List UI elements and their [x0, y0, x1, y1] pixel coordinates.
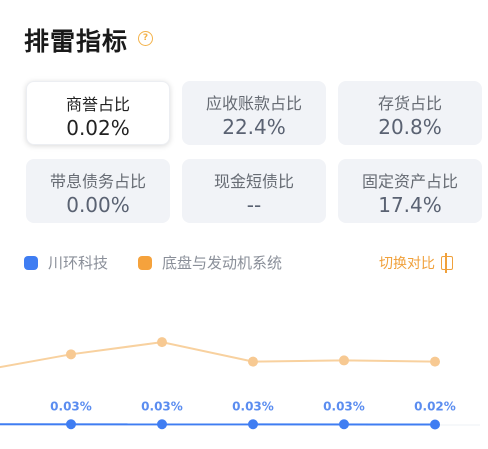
question-circle-icon[interactable]: ?	[138, 31, 153, 46]
metric-label: 固定资产占比	[361, 172, 458, 191]
data-label: 0.03%	[323, 399, 365, 413]
switch-compare-label: 切换对比	[379, 256, 435, 272]
data-label: 0.03%	[141, 399, 183, 413]
metric-value: 20.8%	[378, 115, 442, 139]
switch-compare-button[interactable]: 切换对比	[379, 253, 453, 273]
company-point[interactable]	[157, 419, 167, 430]
metric-label: 商誉占比	[65, 95, 130, 114]
metric-card-goodwill[interactable]: 商誉占比 0.02%	[26, 81, 170, 145]
metric-label: 存货占比	[377, 94, 442, 113]
industry-point[interactable]	[430, 356, 440, 367]
metric-card-receivables[interactable]: 应收账款占比 22.4%	[182, 81, 326, 145]
metric-value: 0.02%	[66, 116, 130, 140]
data-label: 0.02%	[414, 400, 456, 414]
metric-label: 带息债务占比	[49, 172, 146, 191]
legend-item-industry[interactable]: 底盘与发动机系统	[138, 252, 282, 273]
legend-swatch-orange	[138, 256, 152, 270]
industry-point[interactable]	[339, 355, 349, 366]
legend-label: 底盘与发动机系统	[162, 254, 283, 272]
legend-label: 川环科技	[48, 254, 109, 272]
company-point[interactable]	[339, 419, 349, 430]
switch-icon	[441, 253, 453, 273]
metric-card-interest-debt[interactable]: 带息债务占比 0.00%	[26, 159, 170, 223]
metric-card-cash-ratio[interactable]: 现金短债比 --	[182, 159, 326, 223]
metric-value: 22.4%	[222, 115, 286, 139]
legend-item-company[interactable]: 川环科技	[24, 252, 108, 273]
company-point[interactable]	[430, 419, 440, 430]
industry-point[interactable]	[157, 337, 167, 348]
industry-point[interactable]	[66, 349, 76, 360]
metric-value: 0.00%	[66, 193, 130, 217]
metric-card-fixed-assets[interactable]: 固定资产占比 17.4%	[338, 159, 482, 223]
metric-value: --	[246, 193, 262, 217]
legend-swatch-blue	[24, 256, 38, 270]
metric-label: 应收账款占比	[205, 94, 302, 113]
metric-label: 现金短债比	[213, 172, 294, 191]
company-point[interactable]	[66, 419, 76, 430]
metric-value: 17.4%	[378, 193, 442, 217]
data-label: 0.03%	[232, 399, 274, 413]
page-title: 排雷指标	[24, 27, 129, 56]
industry-point[interactable]	[248, 356, 258, 367]
industry-series-line	[0, 341, 436, 369]
data-label: 0.03%	[50, 399, 92, 413]
metric-card-inventory[interactable]: 存货占比 20.8%	[338, 81, 482, 145]
company-point[interactable]	[248, 419, 258, 430]
